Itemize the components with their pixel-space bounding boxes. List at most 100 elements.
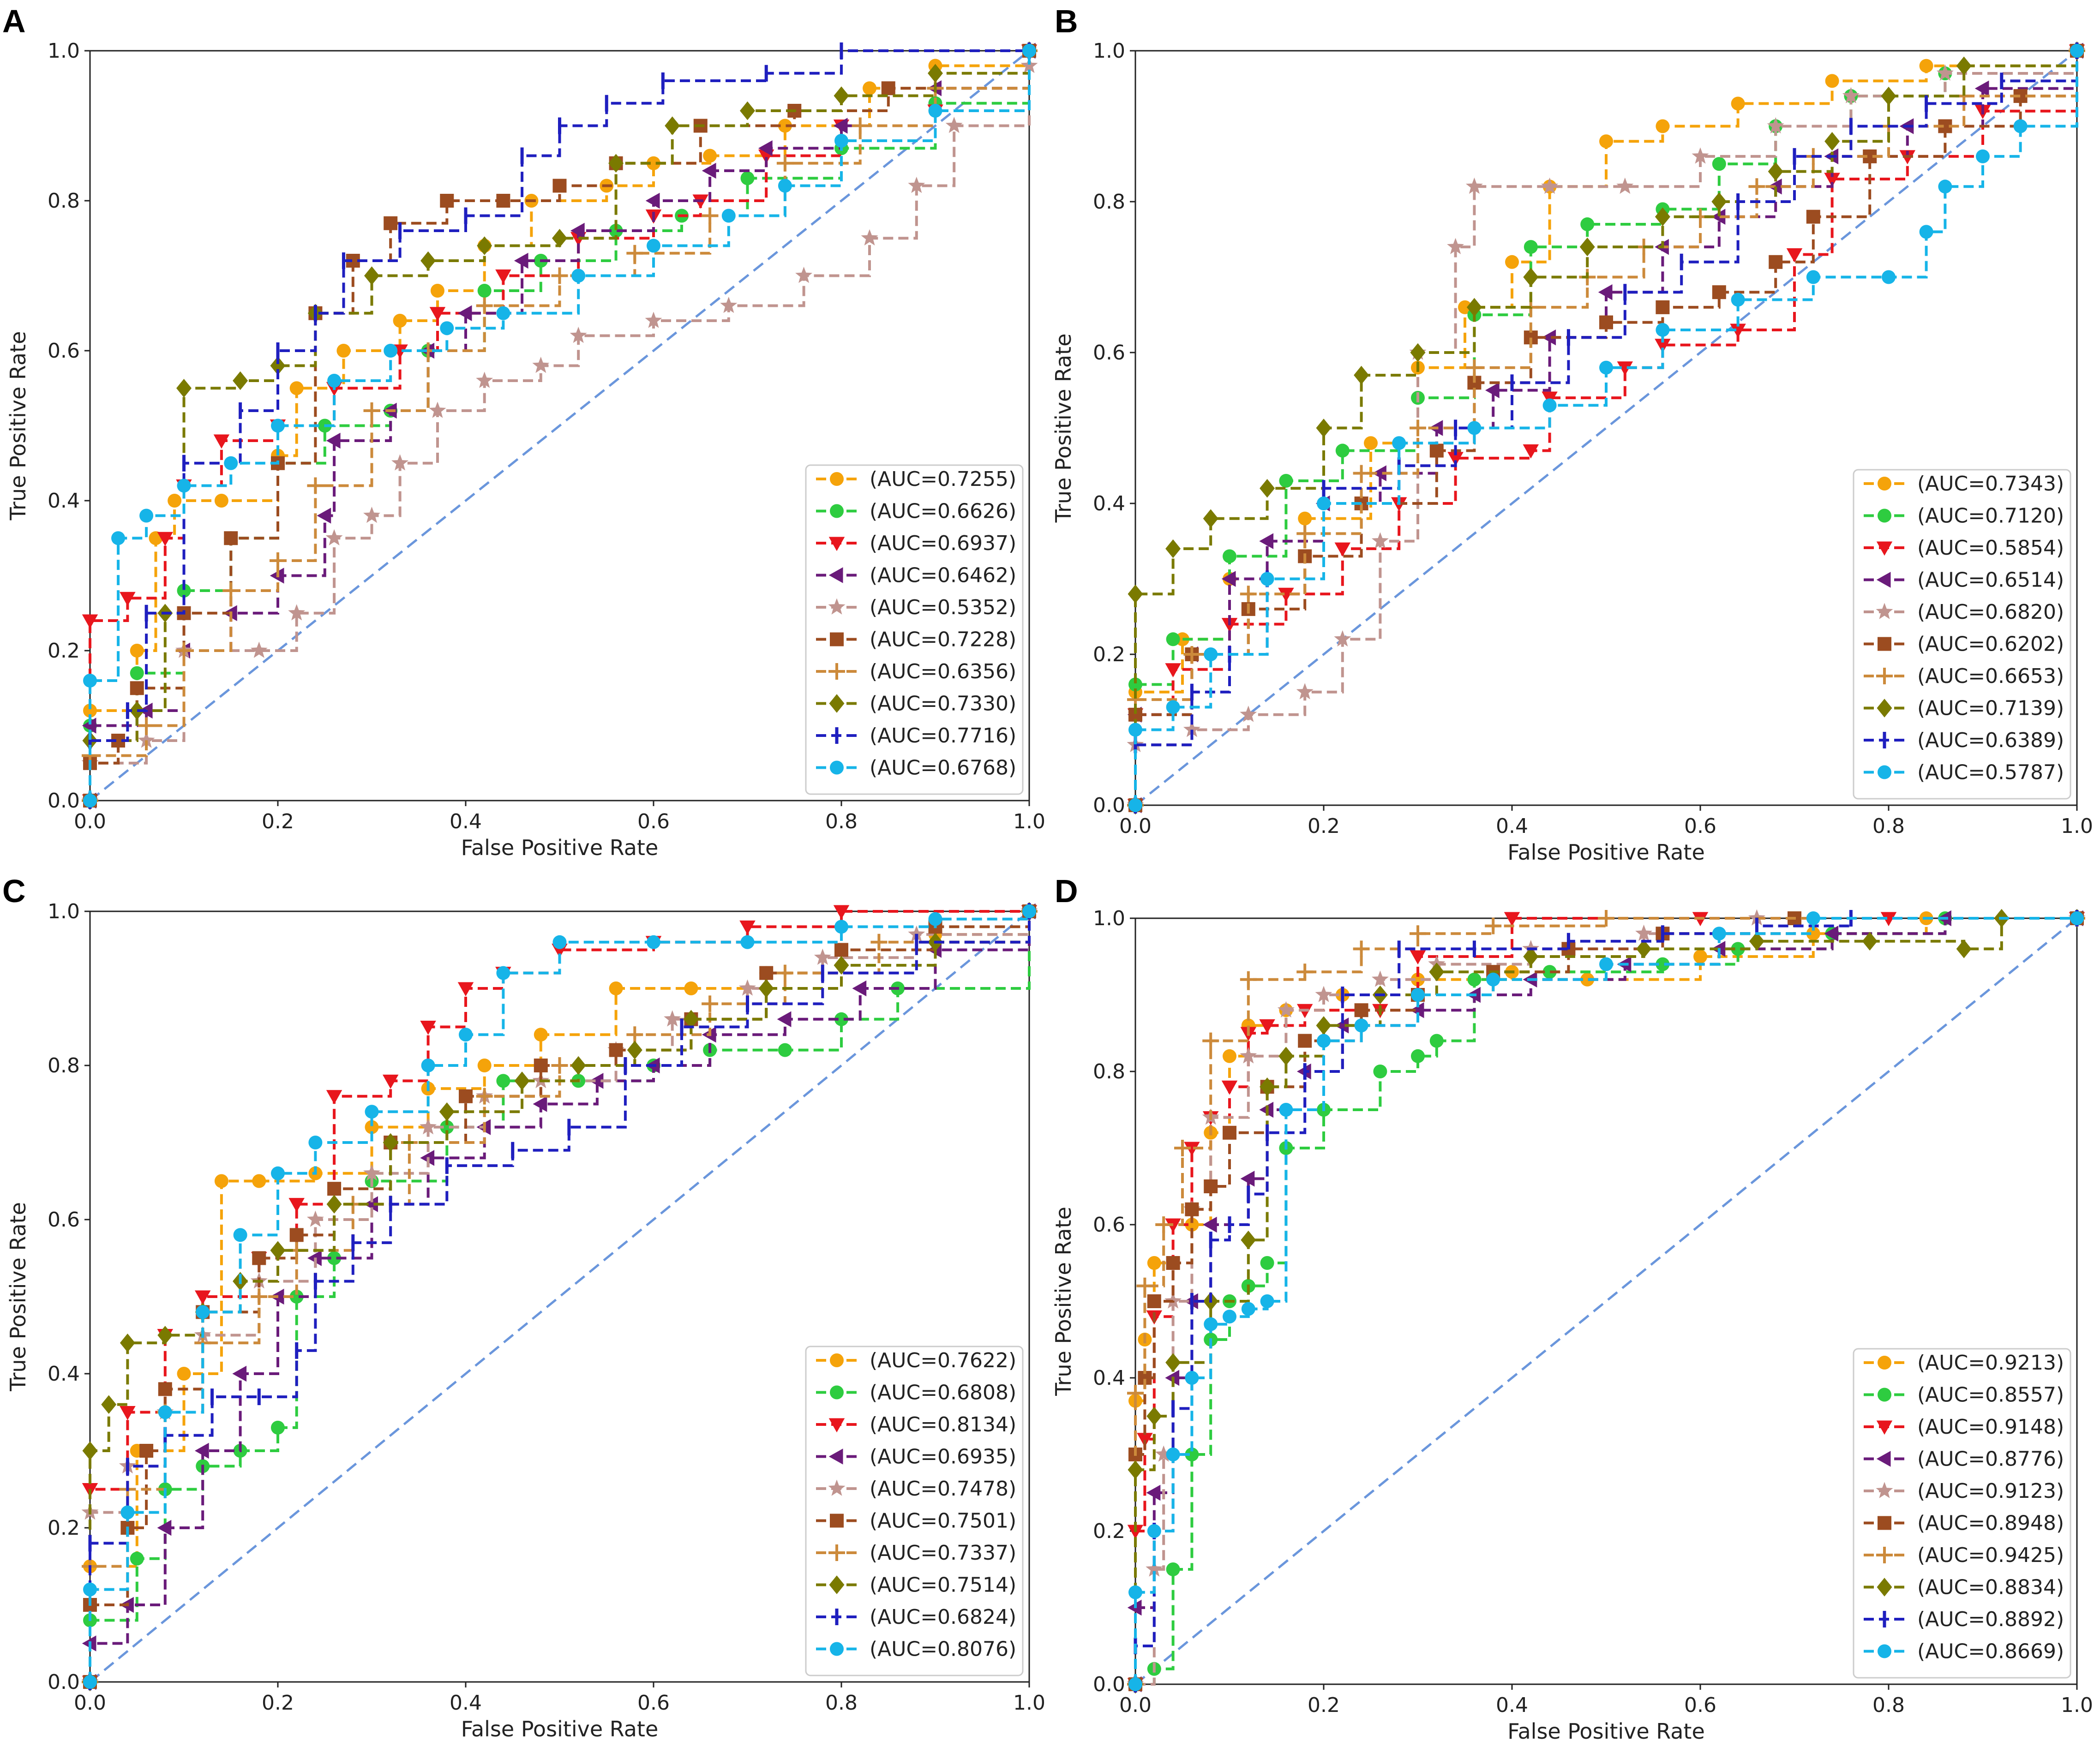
data-point [83,704,97,718]
data-point [626,1026,643,1043]
data-point [1260,1256,1274,1270]
legend-label: (AUC=0.6202) [1917,633,2064,656]
legend-swatch-marker [1876,1420,1893,1435]
data-point [495,269,511,284]
y-tick-label: 0.2 [48,639,80,663]
legend-item: (AUC=0.5352) [816,596,1016,619]
legend-swatch-marker [829,694,845,713]
data-point [834,920,848,934]
data-point [1711,192,1727,211]
data-point [1580,972,1595,987]
y-tick-label: 0.4 [48,489,80,513]
series-line [89,51,1031,801]
y-tick-label: 1.0 [1093,907,1125,930]
legend-swatch-marker [1877,1578,1892,1597]
y-tick-label: 0.0 [1093,1673,1125,1696]
data-point [1862,932,1878,951]
data-point [534,1028,548,1042]
data-point [325,529,343,545]
panel-letter: C [2,873,26,909]
data-point [384,216,398,230]
data-point [702,207,719,224]
legend-item: (AUC=0.8948) [1864,1512,2064,1535]
data-point [1204,1317,1218,1331]
x-tick-label: 0.6 [637,1691,670,1715]
data-point [364,1196,378,1212]
data-point [571,269,586,283]
y-tick-label: 0.6 [48,339,80,363]
legend-label: (AUC=0.9148) [1917,1415,2064,1439]
data-point [168,494,182,508]
legend-label: (AUC=0.8076) [870,1638,1016,1661]
data-point [1296,525,1314,542]
data-point [1410,1002,1424,1018]
data-point [384,344,398,358]
data-point [252,1174,266,1188]
data-point [1202,1216,1217,1233]
data-point [795,267,813,283]
data-point [1541,177,1559,194]
x-tick-label: 1.0 [2061,814,2093,838]
data-point [82,1441,98,1460]
series-10 [1128,911,2084,1691]
panel-c: C 0.0 0.2 0.4 0.6 0.8 1.0 0.0 0.2 0.4 0.6 0.8 1.0 Fal… [2,873,1045,1741]
data-point [157,1520,172,1536]
data-point [1806,270,1820,284]
data-point [1185,1448,1199,1461]
data-point [365,1120,379,1134]
data-point [420,1021,436,1035]
legend-label: (AUC=0.6514) [1917,568,2064,592]
legend-swatch-marker [830,472,844,486]
data-point [496,966,510,980]
data-point [1411,1049,1425,1063]
legend-swatch-marker [1876,668,1893,684]
data-point [1020,57,1038,73]
data-point [139,509,154,523]
data-point [1485,917,1502,934]
data-point [1241,1302,1255,1316]
data-point [120,1333,135,1352]
legend-item: (AUC=0.7255) [816,467,1016,491]
data-point [288,604,306,621]
data-point [336,344,351,358]
legend-label: (AUC=0.7514) [870,1573,1016,1597]
x-tick-label: 0.0 [1119,814,1152,838]
y-tick-label: 1.0 [1093,39,1125,63]
data-point [1260,1077,1275,1096]
data-point [664,1010,681,1027]
data-point [1882,270,1896,284]
data-point [429,401,446,418]
legend-swatch-marker [828,1479,846,1496]
legend-label: (AUC=0.7622) [870,1349,1016,1372]
data-point [82,718,96,734]
legend-label: (AUC=0.7228) [870,628,1016,652]
series-line [89,51,1031,801]
data-point [1165,663,1181,677]
data-point [1485,382,1500,398]
data-point [721,209,736,223]
legend-label: (AUC=0.7255) [870,467,1016,491]
data-point [306,1210,324,1227]
data-point [1128,1677,1142,1691]
legend-swatch-marker [1878,637,1891,651]
panel-d: D 0.0 0.2 0.4 0.6 0.8 1.0 0.0 0.2 0.4 0.6 0.8 1.0 Fal… [1051,873,2093,1744]
legend-label: (AUC=0.6462) [870,564,1016,587]
data-point [945,117,963,133]
legend-swatch-marker [1876,603,1893,619]
data-point [1204,1179,1218,1193]
data-point [138,731,155,748]
legend-item: (AUC=0.8892) [1864,1608,2064,1631]
legend-item: (AUC=0.8834) [1864,1576,2064,1599]
data-point [1240,1047,1257,1064]
data-point [1806,911,1820,925]
panel-letter: B [1055,3,1078,39]
data-point [778,119,792,133]
data-point [440,194,454,208]
data-point [496,1074,510,1088]
legend-item: (AUC=0.7514) [816,1573,1016,1597]
data-point [1127,1385,1144,1402]
data-point [1166,1256,1180,1270]
y-axis-title: True Positive Rate [6,1202,30,1392]
data-point [327,1251,342,1265]
data-point [1956,939,1972,958]
